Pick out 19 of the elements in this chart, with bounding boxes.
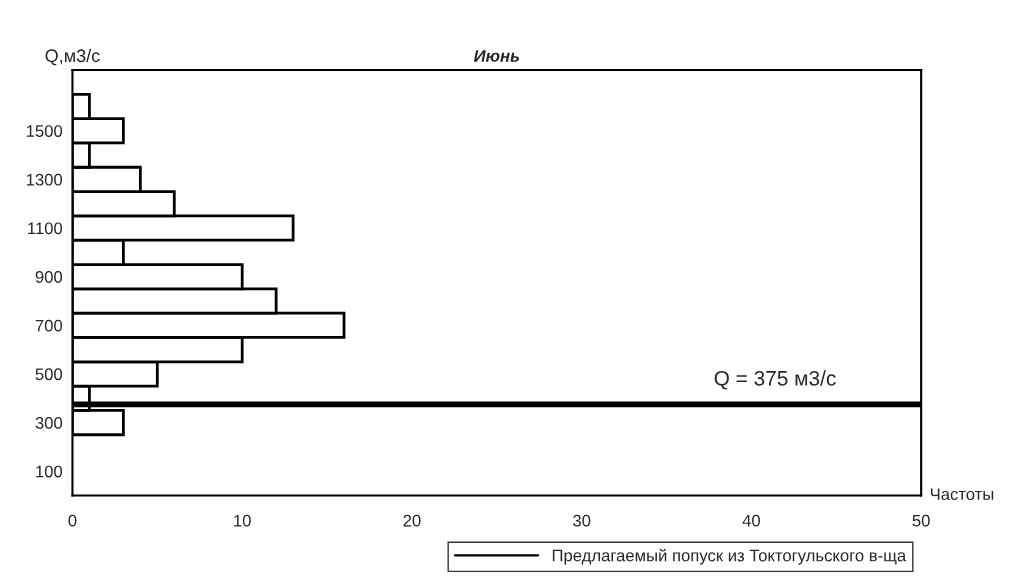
x-tick-label: 10 [234, 514, 251, 527]
y-tick-label: 1500 [26, 125, 63, 137]
y-axis-title: Q,м3/с [45, 48, 100, 66]
chart-title: Июнь [473, 50, 519, 62]
y-tick-label: 700 [35, 319, 63, 332]
y-tick-label: 900 [35, 271, 63, 283]
x-axis-title: Частоты [930, 488, 994, 501]
x-tick-label: 50 [912, 514, 930, 527]
y-tick-label: 100 [36, 465, 63, 478]
y-tick-label: 500 [35, 368, 63, 381]
x-tick-label: 0 [68, 514, 77, 527]
x-tick-label: 20 [403, 514, 421, 527]
y-tick-label: 1100 [28, 222, 63, 235]
x-tick-label: 30 [573, 514, 591, 527]
y-tick-label: 1300 [26, 173, 63, 186]
x-tick-label: 40 [742, 514, 761, 527]
y-tick-label: 300 [35, 416, 63, 429]
annotation: Q = 375 м3/с [714, 370, 836, 390]
legend-label: Предлагаемый попуск из Токтогульского в-ща [552, 548, 907, 565]
